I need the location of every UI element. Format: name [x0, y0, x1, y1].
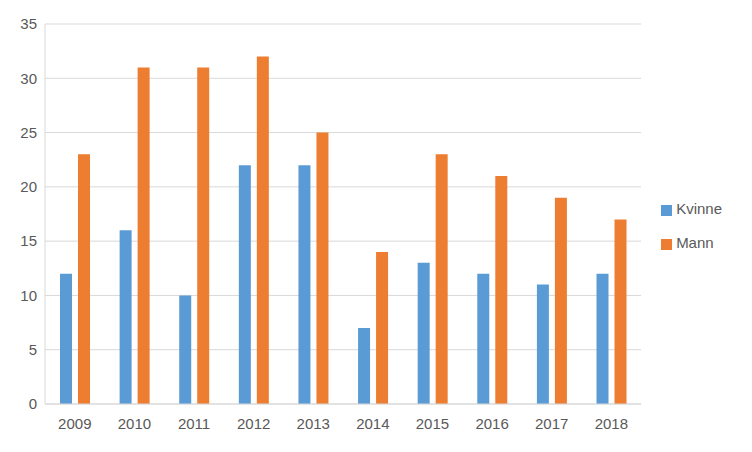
svg-text:2017: 2017 — [535, 415, 568, 432]
svg-text:2009: 2009 — [58, 415, 91, 432]
html-text:Mann: Mann — [676, 234, 714, 251]
svg-text:2018: 2018 — [595, 415, 628, 432]
svg-text:5: 5 — [29, 341, 37, 358]
svg-text:2014: 2014 — [356, 415, 389, 432]
svg-text:2011: 2011 — [178, 415, 210, 432]
svg-text:35: 35 — [20, 15, 37, 32]
svg-text:15: 15 — [20, 232, 37, 249]
svg-text:20: 20 — [20, 178, 37, 195]
svg-text:25: 25 — [20, 124, 37, 141]
svg-text:0: 0 — [29, 395, 37, 412]
svg-text:10: 10 — [20, 287, 37, 304]
svg-text:30: 30 — [20, 70, 37, 87]
svg-text:2010: 2010 — [118, 415, 151, 432]
svg-text:2015: 2015 — [416, 415, 449, 432]
svg-text:2016: 2016 — [475, 415, 508, 432]
svg-text:2013: 2013 — [297, 415, 330, 432]
svg-text:2012: 2012 — [237, 415, 270, 432]
html-text:Kvinne: Kvinne — [676, 200, 722, 217]
